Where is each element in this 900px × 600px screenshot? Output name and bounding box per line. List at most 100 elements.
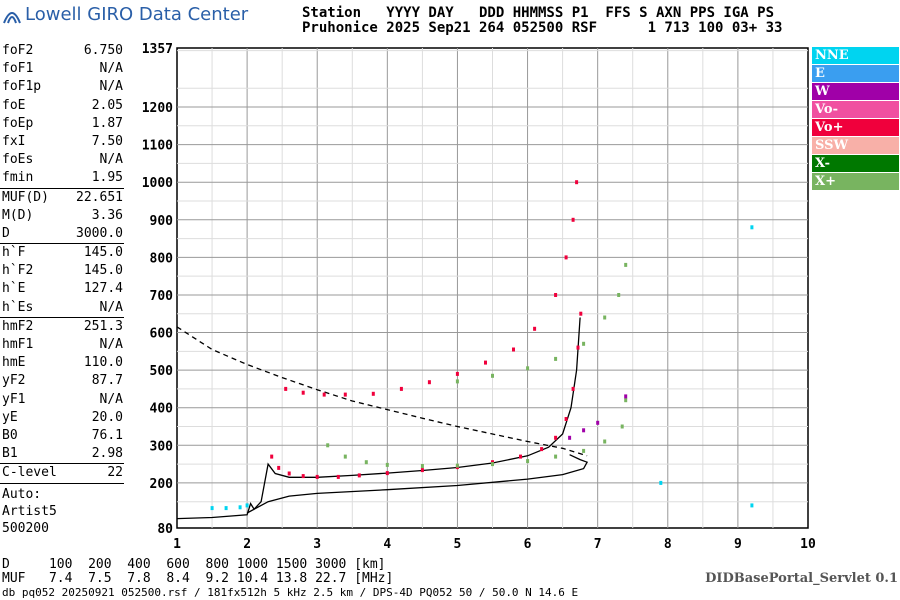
- param-label: h`F2: [2, 263, 34, 279]
- echo-point-xplus: [343, 454, 347, 459]
- echo-point-voplus: [554, 435, 558, 440]
- echo-point-voplus: [270, 454, 274, 459]
- param-label: hmF2: [2, 318, 34, 334]
- param-row: yE 20.0: [0, 409, 124, 427]
- echo-point-xplus: [364, 460, 368, 465]
- param-label: M(D): [2, 207, 34, 223]
- param-value: 7.50: [91, 133, 123, 149]
- muf-row: MUF 7.4 7.5 7.8 8.4 9.2 10.4 13.8 22.7 […: [2, 571, 394, 586]
- echo-point-voplus: [579, 311, 583, 316]
- param-group-profile: hmF2 251.3 hmF1 N/A hmE 110.0 yF2 87.7 yF1 N/A yE 2…: [0, 318, 124, 465]
- echo-point-xplus: [624, 262, 628, 267]
- auto-line: Artist5: [2, 503, 57, 519]
- echo-point-xplus: [526, 459, 530, 464]
- station-header: Station YYYY DAY DDD HHMMSS P1 FFS S AXN…: [302, 6, 782, 36]
- header-row-1: Station YYYY DAY DDD HHMMSS P1 FFS S AXN…: [302, 5, 775, 21]
- param-value: 22.651: [76, 189, 123, 205]
- x-tick-label: 10: [800, 537, 816, 552]
- echo-point-voplus: [277, 465, 281, 470]
- legend-entry: Vo-: [812, 101, 899, 118]
- echo-point-xplus: [617, 293, 621, 297]
- echo-point-xplus: [582, 341, 586, 346]
- param-label: h`F: [2, 245, 26, 261]
- param-row: foE 2.05: [0, 97, 124, 115]
- echo-point-w: [582, 428, 586, 433]
- echo-point-voplus: [385, 471, 389, 476]
- param-value: 110.0: [83, 355, 123, 371]
- distance-muf-table: D 100 200 400 600 800 1000 1500 3000 [km…: [2, 558, 393, 586]
- model-curve-virtual-lower: [246, 454, 589, 514]
- polarization-legend: NNE E W Vo- Vo+ SSW X- X+: [812, 47, 899, 191]
- x-tick-label: 8: [664, 537, 672, 552]
- echo-point-xplus: [582, 448, 586, 453]
- echo-point-voplus: [315, 474, 319, 479]
- param-value: 145.0: [83, 245, 123, 261]
- param-row: h`F2 145.0: [0, 262, 124, 280]
- legend-entry: X+: [812, 173, 899, 190]
- param-row: h`E 127.4: [0, 280, 124, 298]
- param-row: MUF(D) 22.651: [0, 189, 124, 207]
- app-logo: Lowell GIRO Data Center: [2, 4, 248, 25]
- y-tick-label: 400: [150, 402, 174, 417]
- echo-point-voplus: [301, 390, 305, 395]
- param-label: hmF1: [2, 337, 34, 352]
- echo-point-voplus: [427, 380, 431, 385]
- legend-entry: E: [812, 65, 899, 82]
- param-label: foEp: [2, 115, 34, 131]
- param-row: h`Es N/A: [0, 299, 124, 317]
- param-row: foEp 1.87: [0, 115, 124, 133]
- y-tick-label: 900: [150, 214, 174, 229]
- echo-point-w: [624, 394, 628, 399]
- param-row: foEs N/A: [0, 151, 124, 169]
- echo-point-nne: [659, 480, 663, 485]
- param-value: 2.05: [91, 97, 123, 113]
- param-value: 1.95: [91, 170, 123, 186]
- param-value: 87.7: [91, 373, 123, 389]
- y-tick-label: 80: [157, 522, 173, 537]
- x-tick-label: 1: [173, 537, 181, 552]
- legend-entry: W: [812, 83, 899, 100]
- auto-line: 500200: [2, 520, 49, 536]
- param-row: yF1 N/A: [0, 391, 124, 409]
- x-tick-label: 5: [454, 537, 462, 552]
- echo-point-voplus: [564, 417, 568, 421]
- y-tick-label: 1200: [142, 101, 173, 116]
- echo-point-voplus: [287, 471, 291, 476]
- legend-entry: SSW: [812, 137, 899, 154]
- echo-point-voplus: [540, 447, 544, 452]
- param-value: 3.36: [91, 207, 123, 223]
- param-label: D: [2, 225, 10, 241]
- echo-point-voplus: [564, 255, 568, 260]
- servlet-label: DIDBasePortal_Servlet 0.1: [705, 571, 898, 586]
- param-label: foE: [2, 97, 26, 113]
- giro-logo-icon: [3, 11, 21, 23]
- y-tick-label: 200: [150, 477, 174, 492]
- echo-point-voplus: [554, 293, 558, 297]
- echo-point-w: [596, 420, 600, 425]
- echo-point-voplus: [519, 454, 522, 459]
- param-label: foF1: [2, 61, 34, 77]
- echo-point-nne: [245, 503, 249, 508]
- echo-point-xplus: [526, 366, 530, 371]
- param-value: 2.98: [91, 446, 123, 462]
- param-row: foF1 N/A: [0, 60, 124, 78]
- param-value: 20.0: [91, 409, 123, 425]
- param-label: yE: [2, 409, 18, 425]
- param-row: foF2 6.750: [0, 42, 124, 60]
- param-value: 145.0: [83, 263, 123, 279]
- echo-point-nne: [750, 503, 754, 508]
- echo-point-voplus: [343, 392, 347, 397]
- param-value: 251.3: [83, 318, 123, 334]
- auto-line: Auto:: [2, 486, 42, 502]
- param-row: B1 2.98: [0, 445, 124, 463]
- param-value: 22: [107, 465, 123, 481]
- param-group-muf: MUF(D) 22.651 M(D) 3.36 D 3000.0: [0, 189, 124, 245]
- param-value: N/A: [99, 79, 123, 95]
- y-tick-label: 500: [150, 364, 174, 379]
- echo-point-xplus: [554, 356, 558, 361]
- param-value: N/A: [99, 337, 123, 352]
- echo-point-xplus: [624, 398, 628, 403]
- param-label: B0: [2, 427, 18, 443]
- param-value: N/A: [99, 299, 123, 315]
